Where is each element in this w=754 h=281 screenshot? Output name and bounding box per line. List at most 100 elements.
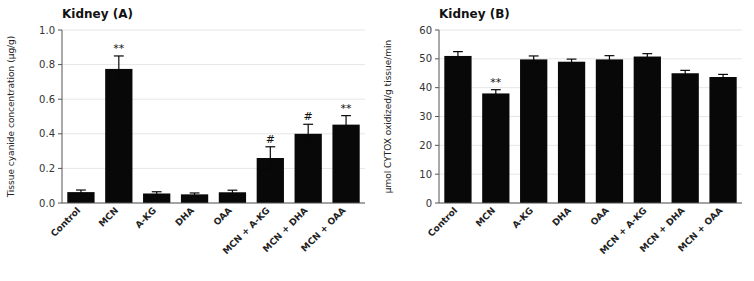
error-cap (680, 70, 690, 71)
error-cap (341, 133, 351, 134)
y-tick (58, 30, 62, 31)
error-cap (491, 97, 501, 98)
error-bar (114, 56, 124, 82)
error-cap (567, 59, 577, 60)
error-line (533, 56, 534, 63)
panel: 0102030405060ControlMCNA-KGDHAOAAMCN + A… (383, 7, 742, 256)
bar (67, 192, 94, 203)
x-tick-label: MCN (97, 205, 120, 228)
x-tick-label: DHA (173, 205, 196, 228)
error-cap (190, 195, 200, 196)
error-cap (76, 189, 86, 190)
error-cap (152, 195, 162, 196)
annotation: ** (490, 76, 502, 89)
error-cap (303, 124, 313, 125)
error-bar (341, 116, 351, 134)
bar (596, 59, 623, 203)
error-cap (718, 74, 728, 75)
error-line (118, 56, 119, 82)
error-cap (228, 194, 238, 195)
grid-line (439, 203, 742, 204)
x-tick-label: Control (426, 205, 459, 238)
x-tick-label: OAA (212, 205, 234, 227)
error-bar (76, 190, 86, 194)
y-tick-label: 0.8 (39, 59, 55, 70)
error-line (647, 54, 648, 60)
title: Kidney (A) (62, 7, 133, 21)
error-cap (642, 59, 652, 60)
bar (482, 93, 509, 203)
error-bar (605, 56, 615, 63)
bar (709, 77, 736, 203)
bar (295, 134, 322, 203)
error-cap (190, 192, 200, 193)
y-axis-label: Tissue cyanide concentration (μg/g) (6, 36, 16, 199)
error-bar (491, 90, 501, 97)
error-line (232, 190, 233, 194)
y-axis-label: μmol CYTOX oxidized/g tissue/min (383, 40, 393, 194)
error-bar (228, 190, 238, 194)
error-cap (605, 63, 615, 64)
error-bar (265, 147, 275, 169)
error-cap (265, 146, 275, 147)
bar (672, 73, 699, 203)
error-cap (152, 191, 162, 192)
y-tick (435, 87, 439, 88)
x-tick-label: MCN + OAA (676, 205, 724, 253)
error-cap (605, 55, 615, 56)
error-line (722, 74, 723, 79)
error-cap (529, 55, 539, 56)
error-cap (453, 51, 463, 52)
error-cap (567, 64, 577, 65)
bar (444, 56, 471, 203)
bar (105, 69, 132, 203)
error-bar (680, 70, 690, 76)
marks (444, 52, 736, 203)
y-tick (435, 145, 439, 146)
y-tick (58, 64, 62, 65)
y-tick-label: 10 (419, 169, 432, 180)
marks (67, 56, 359, 203)
x-tick-label: OAA (589, 205, 611, 227)
error-bar (567, 59, 577, 64)
bar (520, 59, 547, 203)
grid-line (62, 203, 365, 204)
x-tick-label: A-KG (510, 205, 535, 230)
error-cap (642, 53, 652, 54)
error-cap (341, 115, 351, 116)
y-tick (435, 116, 439, 117)
y-tick-label: 20 (419, 140, 432, 151)
chart-figure: 0.00.20.40.60.81.0ControlMCNA-KGDHAOAAMC… (0, 0, 754, 281)
y-tick (58, 133, 62, 134)
bar (219, 192, 246, 203)
error-cap (453, 60, 463, 61)
y-tick-label: 0.6 (39, 94, 55, 105)
y-tick (435, 58, 439, 59)
error-cap (303, 143, 313, 144)
error-line (495, 90, 496, 97)
error-line (609, 56, 610, 63)
grid-line (62, 64, 365, 65)
x-axis-line (62, 203, 365, 204)
y-tick-label: 60 (419, 25, 432, 36)
error-cap (76, 194, 86, 195)
y-tick-label: 0.2 (39, 163, 55, 174)
x-tick-label: A-KG (133, 205, 158, 230)
y-tick-label: 30 (419, 111, 432, 122)
y-tick (58, 203, 62, 204)
error-cap (491, 89, 501, 90)
x-tick-label: MCN + OAA (299, 205, 347, 253)
bar (332, 125, 359, 203)
x-tick-label: DHA (550, 205, 573, 228)
bar (558, 62, 585, 203)
error-bar (152, 192, 162, 195)
error-bar (453, 52, 463, 61)
x-axis-line (439, 203, 742, 204)
y-tick (435, 30, 439, 31)
annotation: # (266, 133, 275, 146)
x-tick-label: Control (49, 205, 82, 238)
y-tick-label: 1.0 (39, 25, 55, 36)
y-tick-label: 50 (419, 53, 432, 64)
error-line (270, 147, 271, 169)
y-tick-label: 0.4 (39, 128, 55, 139)
